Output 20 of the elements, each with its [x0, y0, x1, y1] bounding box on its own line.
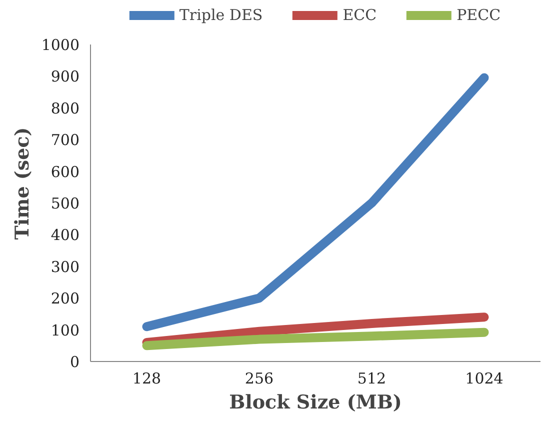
x-tick-label: 256: [244, 370, 274, 388]
legend-label: Triple DES: [179, 6, 263, 24]
y-tick-label: 600: [50, 162, 80, 181]
y-tick-label: 300: [50, 258, 80, 276]
y-tick-label: 500: [50, 194, 80, 212]
y-tick-label: 0: [70, 353, 80, 371]
legend-label: PECC: [456, 6, 501, 24]
x-tick-label: 512: [357, 370, 386, 388]
y-tick-label: 900: [50, 68, 80, 86]
legend-label: ECC: [342, 6, 377, 24]
y-tick-label: 700: [50, 131, 80, 150]
y-axis-title: Time (sec): [11, 127, 34, 240]
y-tick-label: 200: [50, 290, 80, 308]
y-tick-label: 1000: [41, 36, 80, 54]
x-axis-title: Block Size (MB): [229, 392, 402, 414]
x-tick-label: 128: [132, 370, 162, 388]
x-tick-label: 1024: [465, 370, 504, 388]
y-tick-label: 100: [50, 321, 80, 340]
y-tick-label: 400: [50, 226, 80, 244]
y-tick-label: 800: [50, 99, 80, 118]
